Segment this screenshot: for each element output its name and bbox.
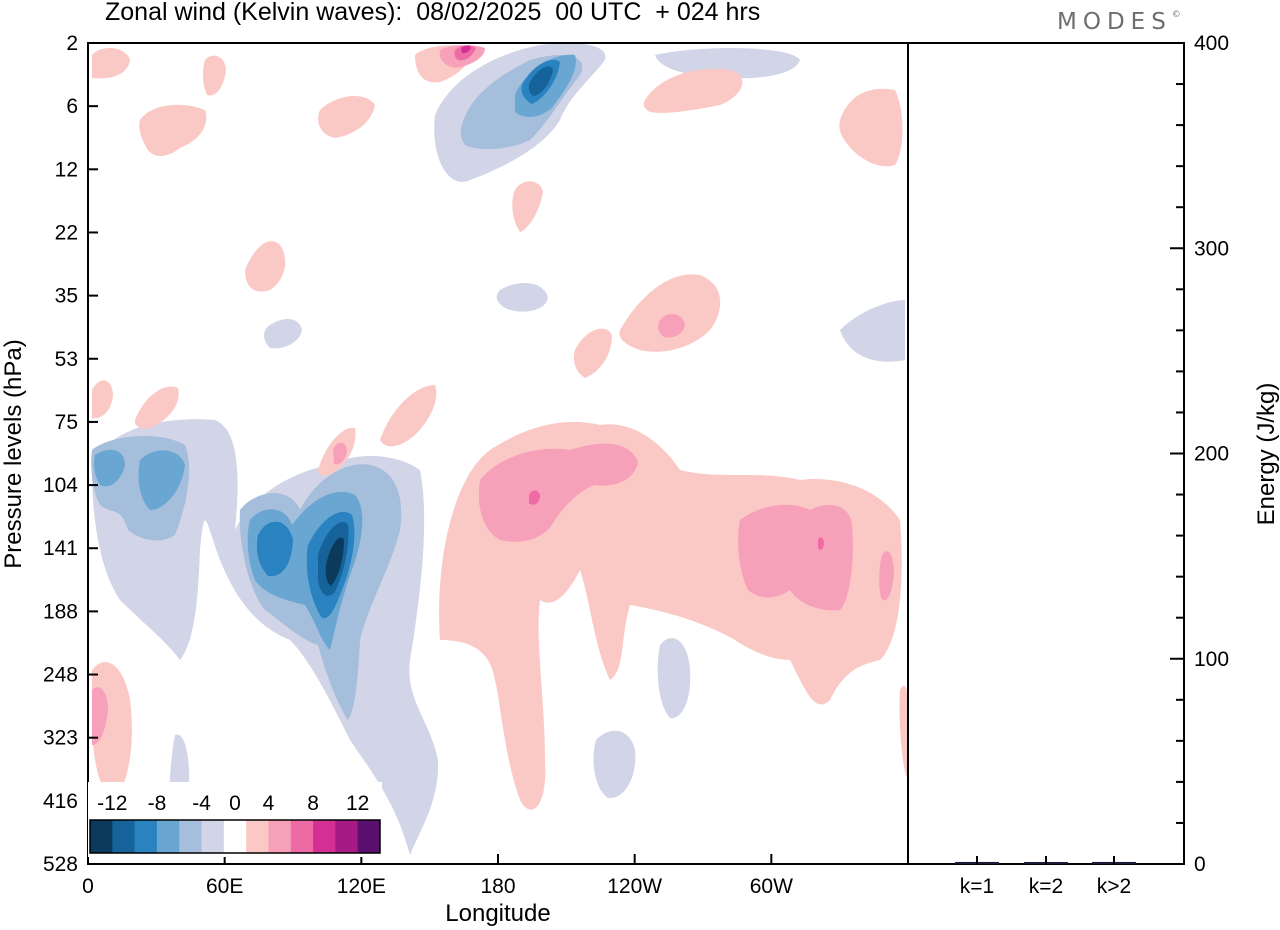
- contour-positive-6: [92, 687, 108, 745]
- y-tick-label: 248: [43, 664, 78, 687]
- contour-positive-10: [461, 45, 471, 54]
- colorbar-frame: [89, 819, 381, 854]
- x-tick-label: 120E: [337, 875, 386, 898]
- colorbar-swatch: [357, 820, 381, 853]
- colorbar-label: -8: [148, 792, 167, 815]
- contour-positive-weak: [92, 380, 113, 419]
- contour-positive-weak: [202, 55, 226, 96]
- contour-positive-weak: [380, 385, 437, 447]
- y-tick-label: 53: [55, 348, 78, 371]
- x-tick-label: 0: [82, 875, 94, 898]
- x-tick-label: 60E: [206, 875, 243, 898]
- energy-axis-label: Energy (J/kg): [1253, 383, 1280, 526]
- contour-positive-weak: [512, 181, 543, 232]
- y-axis-label: Pressure levels (hPa): [0, 339, 27, 568]
- y-tick-label: 188: [43, 600, 78, 623]
- zonal-wind-field: [91, 43, 908, 855]
- colorbar-label: 4: [263, 792, 275, 815]
- colorbar-swatch: [134, 820, 158, 853]
- contour-positive-weak: [899, 685, 908, 780]
- contour-positive-weak: [619, 274, 721, 352]
- colorbar-swatch: [313, 820, 336, 853]
- contour-negative-8: [138, 450, 185, 510]
- y-axis: 2 6 12 22 35 53 75 104 141 188 248 323 416 528: [43, 32, 98, 876]
- energy-category-label: k=1: [960, 875, 994, 898]
- contour-negative-weak: [840, 300, 905, 362]
- contour-positive-6: [333, 442, 347, 465]
- contour-positive-6: [478, 443, 638, 542]
- contour-positive-weak: [134, 386, 179, 429]
- y-tick-label: 323: [43, 727, 78, 750]
- y-tick-label: 35: [55, 285, 78, 308]
- contour-positive-weak: [92, 48, 130, 79]
- energy-tick-label: 300: [1194, 237, 1229, 260]
- contour-negative-weak: [657, 638, 691, 719]
- contour-negative-8: [94, 449, 125, 487]
- colorbar: -12 -8 -4 0 4 8 12: [88, 782, 382, 857]
- colorbar-swatch: [201, 820, 225, 853]
- colorbar-swatch: [156, 820, 180, 853]
- contour-positive-weak: [318, 95, 375, 138]
- contour-positive-weak: [839, 88, 903, 167]
- colorbar-swatch: [223, 820, 247, 853]
- contour-positive-weak: [139, 104, 207, 156]
- colorbar-label: 8: [307, 792, 319, 815]
- logo-copyright-mark: ©: [1171, 10, 1181, 20]
- contour-negative-weak: [496, 283, 548, 312]
- x-axis-label: Longitude: [445, 900, 550, 927]
- energy-axis: 0 100 200 300 400: [1170, 32, 1229, 876]
- y-tick-label: 6: [66, 95, 78, 118]
- contour-negative-weak: [264, 318, 302, 349]
- energy-plot-frame: [907, 42, 1185, 865]
- colorbar-swatch: [335, 820, 359, 853]
- x-axis: 0 60E 120E 180 120W 60W: [82, 854, 793, 898]
- modes-logo: MODES©: [1057, 9, 1181, 35]
- y-tick-label: 528: [43, 853, 78, 876]
- colorbar-label: -4: [192, 792, 211, 815]
- colorbar-label: -12: [97, 792, 127, 815]
- contour-positive-6: [879, 551, 894, 601]
- colorbar-swatch: [246, 820, 269, 853]
- contour-negative-10: [256, 521, 293, 577]
- y-tick-label: 416: [43, 790, 78, 813]
- contour-positive-8: [529, 490, 540, 505]
- energy-tick-label: 0: [1194, 853, 1206, 876]
- colorbar-swatch: [90, 820, 113, 853]
- y-tick-label: 141: [43, 537, 78, 560]
- contour-negative-weak: [593, 730, 636, 799]
- energy-tick-label: 400: [1194, 32, 1229, 55]
- contour-positive-6: [657, 313, 685, 338]
- contour-negative-14: [325, 537, 344, 586]
- y-tick-label: 22: [55, 221, 78, 244]
- colorbar-label: 0: [229, 792, 241, 815]
- contour-negative-weak: [655, 48, 800, 79]
- contour-positive-6: [738, 504, 853, 611]
- x-tick-label: 180: [480, 875, 515, 898]
- energy-tick-label: 200: [1194, 443, 1229, 466]
- chart-title: Zonal wind (Kelvin waves): 08/02/2025 00…: [105, 0, 761, 26]
- colorbar-label: 12: [346, 792, 369, 815]
- colorbar-swatch: [290, 820, 314, 853]
- y-tick-label: 75: [55, 411, 78, 434]
- x-tick-label: 120W: [607, 875, 662, 898]
- colorbar-swatch: [112, 820, 136, 853]
- contour-positive-weak: [573, 328, 612, 378]
- x-tick-label: 60W: [750, 875, 793, 898]
- energy-bars: k=1 k=2 k>2: [955, 856, 1136, 898]
- colorbar-swatch: [179, 820, 203, 853]
- energy-category-label: k>2: [1097, 875, 1131, 898]
- y-tick-label: 2: [66, 32, 78, 55]
- contour-positive-weak: [643, 68, 743, 113]
- contour-positive-8: [818, 537, 824, 550]
- contour-negative-12: [528, 66, 553, 96]
- energy-tick-label: 100: [1194, 648, 1229, 671]
- y-tick-label: 104: [43, 474, 78, 497]
- energy-category-label: k=2: [1029, 875, 1063, 898]
- contour-positive-weak: [245, 241, 286, 292]
- y-tick-label: 12: [55, 158, 78, 181]
- colorbar-swatch: [268, 820, 292, 853]
- logo-text: MODES: [1057, 9, 1172, 35]
